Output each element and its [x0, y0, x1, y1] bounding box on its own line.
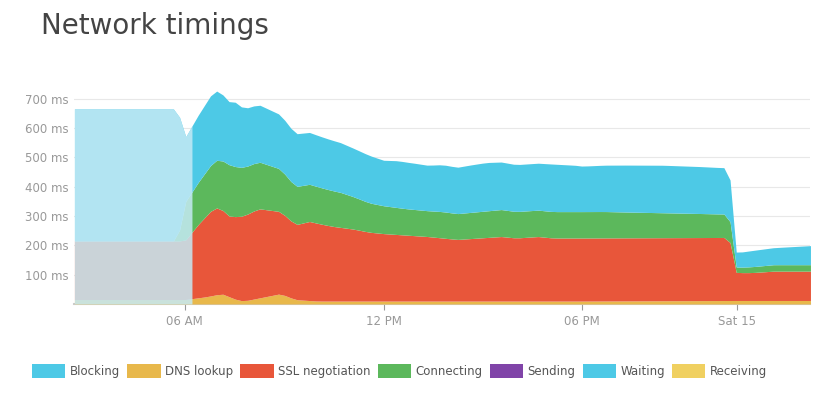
- Legend: Blocking, DNS lookup, SSL negotiation, Connecting, Sending, Waiting, Receiving: Blocking, DNS lookup, SSL negotiation, C…: [29, 360, 771, 382]
- Text: Network timings: Network timings: [41, 12, 270, 40]
